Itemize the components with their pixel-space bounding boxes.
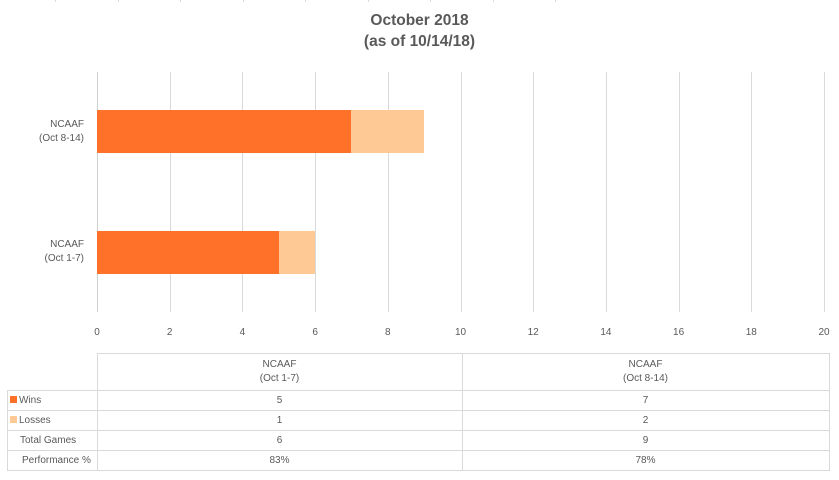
data-table-row-performance: Performance % 83% 78% — [7, 450, 830, 471]
data-table-row-losses: Losses 1 2 — [7, 410, 830, 431]
x-tick-label: 6 — [312, 327, 318, 338]
gridline — [460, 72, 462, 312]
top-edge-ticks — [0, 0, 839, 3]
edge-tick — [430, 0, 431, 2]
edge-tick — [242, 0, 244, 2]
row-label-text: Wins — [19, 395, 42, 406]
row-label: Losses — [7, 410, 98, 431]
plot-area — [97, 72, 825, 312]
x-tick-label: 14 — [600, 327, 612, 338]
row-label-text: Losses — [19, 415, 51, 426]
col-header-line: NCAAF — [262, 359, 297, 370]
data-table: NCAAF (Oct 1-7) NCAAF (Oct 8-14) Wins 5 … — [7, 353, 830, 471]
x-tick-label: 20 — [818, 327, 830, 338]
edge-tick — [55, 0, 56, 2]
cell: 2 — [461, 410, 830, 431]
x-tick-label: 18 — [745, 327, 757, 338]
chart-title: October 2018 (as of 10/14/18) — [0, 10, 839, 52]
legend-swatch-losses — [10, 416, 17, 423]
data-table-col-header: NCAAF (Oct 1-7) — [96, 353, 463, 391]
cell: 7 — [461, 390, 830, 411]
row-label: Wins — [7, 390, 98, 411]
edge-tick — [117, 0, 119, 2]
edge-tick — [492, 0, 494, 2]
data-table-header: NCAAF (Oct 1-7) NCAAF (Oct 8-14) — [7, 353, 830, 391]
gridline — [751, 72, 753, 312]
category-label-oct-8-14: NCAAF (Oct 8-14) — [10, 118, 84, 146]
data-table-corner — [7, 353, 98, 391]
data-table-col-header: NCAAF (Oct 8-14) — [461, 353, 830, 391]
x-tick-label: 0 — [94, 327, 100, 338]
col-header-line: (Oct 8-14) — [622, 373, 668, 384]
data-table-row-total-games: Total Games 6 9 — [7, 430, 830, 451]
gridline — [242, 72, 244, 312]
gridline — [315, 72, 317, 312]
legend-swatch-wins — [10, 396, 17, 403]
bar-wins — [97, 110, 352, 153]
gridline — [169, 72, 171, 312]
col-header-line: NCAAF — [628, 359, 663, 370]
cell: 5 — [96, 390, 463, 411]
row-label: Total Games — [7, 430, 98, 451]
cell: 6 — [96, 430, 463, 451]
gridline — [605, 72, 607, 312]
edge-tick — [305, 0, 306, 2]
x-tick-label: 10 — [454, 327, 467, 338]
chart-subtitle: (as of 10/14/18) — [363, 33, 476, 50]
x-tick-label: 2 — [166, 327, 173, 338]
x-tick-label: 16 — [673, 327, 685, 338]
category-label-line: NCAAF — [50, 239, 84, 250]
gridline — [533, 72, 535, 312]
edge-tick — [180, 0, 181, 2]
cell: 78% — [461, 450, 830, 471]
bar-wins — [97, 231, 279, 274]
gridline — [387, 72, 389, 312]
bar-losses — [351, 110, 425, 153]
category-label-line: NCAAF — [50, 119, 84, 130]
edge-tick — [555, 0, 556, 2]
bar-losses — [278, 231, 316, 274]
gridline — [97, 72, 98, 312]
category-label-line: (Oct 1-7) — [44, 253, 84, 264]
cell: 9 — [461, 430, 830, 451]
row-label: Performance % — [7, 450, 98, 471]
x-tick-label: 4 — [239, 327, 246, 338]
x-tick-label: 12 — [527, 327, 539, 338]
category-label-line: (Oct 8-14) — [38, 133, 84, 144]
col-header-line: (Oct 1-7) — [259, 373, 300, 384]
edge-tick — [367, 0, 369, 2]
x-tick-label: 8 — [385, 327, 391, 338]
chart-title-main: October 2018 — [370, 12, 469, 29]
cell: 1 — [96, 410, 463, 431]
gridline — [824, 72, 825, 312]
data-table-row-wins: Wins 5 7 — [7, 390, 830, 411]
category-label-oct-1-7: NCAAF (Oct 1-7) — [10, 238, 84, 266]
cell: 83% — [96, 450, 463, 471]
gridline — [678, 72, 680, 312]
